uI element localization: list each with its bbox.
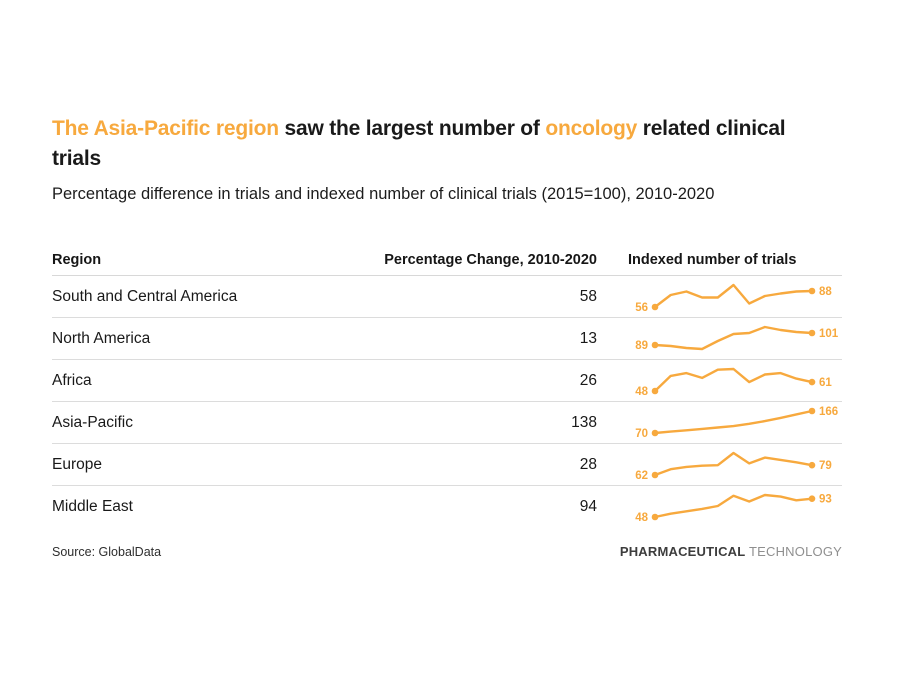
sparkline-chart: 56 88 — [635, 283, 832, 314]
sparkline-start-dot — [651, 303, 659, 311]
title-plain-1: saw the largest number of — [278, 117, 546, 140]
sparkline-end-value: 79 — [819, 460, 832, 472]
sparkline-cell: 56 88 — [620, 276, 842, 317]
sparkline-chart: 62 79 — [635, 451, 832, 482]
sparkline-end-value: 88 — [819, 286, 832, 298]
sparkline-cell: 62 79 — [620, 444, 842, 485]
sparkline-end-dot — [808, 287, 816, 295]
sparkline-start-value: 89 — [635, 340, 648, 352]
sparkline-line — [653, 367, 814, 393]
sparkline-chart: 70 166 — [635, 406, 838, 440]
pct-change-value: 28 — [579, 455, 597, 473]
region-label: Africa — [52, 371, 92, 389]
sparkline-end-value: 101 — [819, 328, 839, 340]
sparkline-end-dot — [808, 495, 816, 502]
sparkline-line — [653, 283, 814, 309]
sparkline-end-value: 93 — [819, 494, 832, 506]
sparkline-line — [653, 493, 814, 519]
sparkline-cell: 48 61 — [620, 360, 842, 401]
sparkline-start-value: 48 — [635, 386, 648, 398]
title-highlight-region: The Asia-Pacific region — [52, 117, 279, 140]
sparkline-end-dot — [808, 378, 816, 386]
sparkline-start-value: 48 — [635, 512, 648, 524]
sparkline-start-dot — [651, 429, 659, 437]
logo-bold-text: PHARMACEUTICAL — [619, 544, 746, 559]
table-row: Asia-Pacific 138 70 166 — [52, 402, 842, 444]
column-header-percentage-change: Percentage Change, 2010-2020 — [384, 251, 597, 268]
sparkline-end-value: 61 — [819, 377, 832, 389]
sparkline-chart: 89 101 — [635, 325, 839, 352]
sparkline-line — [653, 451, 814, 477]
sparkline-chart: 48 93 — [635, 493, 832, 524]
chart-subtitle: Percentage difference in trials and inde… — [52, 185, 715, 203]
table-row: Africa 26 48 61 — [52, 360, 842, 402]
sparkline-start-value: 70 — [635, 428, 648, 440]
sparkline-start-dot — [651, 341, 659, 349]
column-header-region: Region — [52, 251, 102, 268]
pct-change-value: 26 — [579, 371, 597, 389]
sparkline-cell: 89 101 — [620, 318, 842, 359]
table-row: Europe 28 62 79 — [52, 444, 842, 486]
logo-light-text: TECHNOLOGY — [748, 544, 842, 559]
sparkline-start-dot — [651, 513, 659, 521]
sparkline-cell: 70 166 — [620, 402, 842, 443]
region-label: Middle East — [52, 497, 133, 515]
sparkline-chart: 48 61 — [635, 367, 832, 398]
sparkline-end-value: 166 — [819, 406, 838, 418]
pct-change-value: 13 — [579, 329, 597, 347]
region-label: Europe — [52, 455, 102, 473]
sparkline-cell: 48 93 — [620, 486, 842, 527]
sparkline-line — [653, 409, 814, 435]
title-plain-2: related clinical trials — [52, 117, 786, 170]
sparkline-end-dot — [808, 461, 816, 469]
title-highlight-oncology: oncology — [545, 117, 638, 140]
region-label: South and Central America — [52, 287, 238, 305]
column-header-indexed-trials: Indexed number of trials — [628, 251, 797, 268]
region-label: North America — [52, 329, 151, 347]
pct-change-value: 138 — [571, 413, 597, 431]
sparkline-start-dot — [651, 471, 659, 479]
table-body: South and Central America 58 56 88 North Ame… — [52, 276, 842, 527]
table-row: South and Central America 58 56 88 — [52, 276, 842, 318]
sparkline-end-dot — [808, 407, 816, 415]
pharmaceutical-technology-logo: PHARMACEUTICAL TECHNOLOGY — [620, 544, 842, 559]
page-title: The Asia-Pacific region saw the largest … — [52, 114, 797, 174]
sparkline-start-value: 56 — [635, 302, 648, 314]
sparkline-end-dot — [808, 329, 816, 337]
table-row: North America 13 89 101 — [52, 318, 842, 360]
sparkline-start-dot — [651, 387, 659, 395]
pct-change-value: 58 — [579, 287, 597, 305]
table-row: Middle East 94 48 93 — [52, 486, 842, 527]
trials-table: Region Percentage Change, 2010-2020 Inde… — [52, 244, 842, 527]
region-label: Asia-Pacific — [52, 413, 133, 431]
table-header-row: Region Percentage Change, 2010-2020 Inde… — [52, 244, 842, 276]
sparkline-line — [653, 325, 814, 351]
sparkline-start-value: 62 — [635, 470, 648, 482]
source-note: Source: GlobalData — [52, 545, 162, 559]
pct-change-value: 94 — [579, 497, 597, 515]
